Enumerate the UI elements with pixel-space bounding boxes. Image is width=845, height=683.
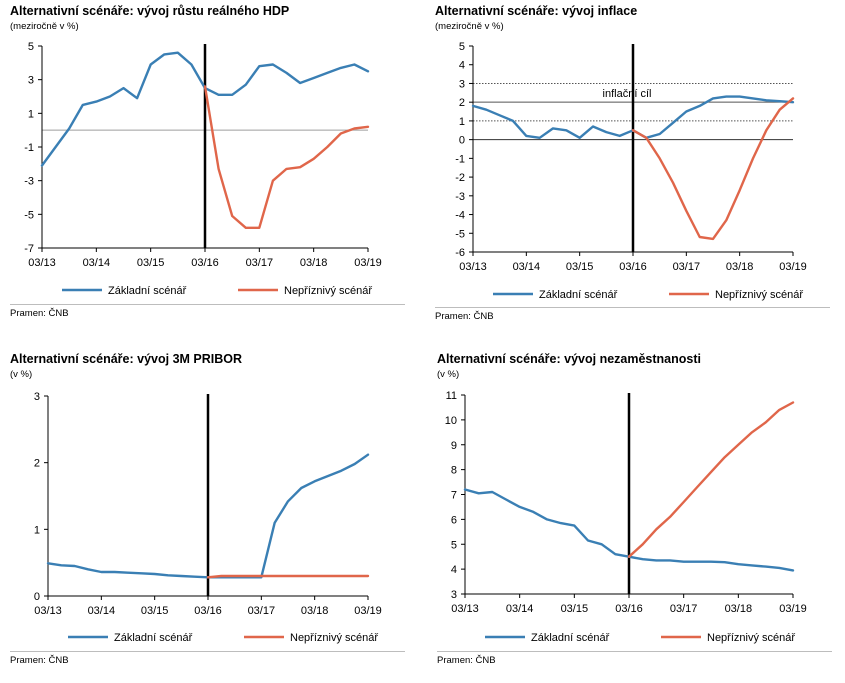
y-tick-label: 11 <box>446 390 457 402</box>
series-line-adverse <box>627 401 795 558</box>
y-tick-label: -5 <box>24 209 34 221</box>
legend-label-baseline: Základní scénář <box>108 285 187 297</box>
chart-title: Alternativní scénáře: vývoj 3M PRIBOR <box>10 352 243 366</box>
y-tick-label: 2 <box>459 97 465 109</box>
x-tick-label: 03/13 <box>34 605 62 617</box>
series-line-adverse <box>631 97 795 241</box>
legend-label-adverse: Nepříznivý scénář <box>707 632 795 644</box>
x-tick-label: 03/19 <box>779 603 807 615</box>
x-tick-label: 03/18 <box>301 605 329 617</box>
y-tick-label: -3 <box>24 176 34 188</box>
y-tick-label: 2 <box>34 458 40 470</box>
y-tick-label: -3 <box>455 191 465 203</box>
series-line-adverse <box>206 574 370 579</box>
x-tick-label: 03/16 <box>194 605 222 617</box>
unit-label: (v %) <box>437 369 460 380</box>
x-tick-label: 03/19 <box>779 261 807 273</box>
source-label: Pramen: ČNB <box>10 308 69 319</box>
source-label: Pramen: ČNB <box>435 311 494 322</box>
y-tick-label: 5 <box>451 539 457 551</box>
x-tick-label: 03/15 <box>566 261 594 273</box>
y-tick-label: -6 <box>455 247 465 259</box>
source-label: Pramen: ČNB <box>10 655 69 666</box>
panel-gdp: Alternativní scénáře: vývoj růstu reálné… <box>0 0 420 330</box>
series-line-adverse <box>203 85 370 229</box>
y-tick-label: 4 <box>459 60 465 72</box>
panel-inflation: Alternativní scénáře: vývoj inflace (mez… <box>425 0 845 330</box>
x-tick-label: 03/14 <box>513 261 541 273</box>
x-tick-label: 03/16 <box>615 603 643 615</box>
y-tick-label: 1 <box>34 524 40 536</box>
legend-label-baseline: Základní scénář <box>531 632 610 644</box>
y-tick-label: 0 <box>34 591 40 603</box>
y-tick-label: 7 <box>451 490 457 502</box>
y-tick-label: 3 <box>28 75 34 87</box>
y-tick-label: 8 <box>451 465 457 477</box>
unit-label: (meziročně v %) <box>10 21 79 32</box>
x-tick-label: 03/16 <box>619 261 647 273</box>
panel-pribor: Alternativní scénáře: vývoj 3M PRIBOR (v… <box>0 345 420 683</box>
y-tick-label: 3 <box>451 589 457 601</box>
x-tick-label: 03/13 <box>451 603 479 615</box>
legend-label-adverse: Nepříznivý scénář <box>284 285 372 297</box>
x-tick-label: 03/17 <box>248 605 276 617</box>
x-tick-label: 03/13 <box>28 257 56 269</box>
x-tick-label: 03/13 <box>459 261 487 273</box>
divider-line <box>435 307 830 308</box>
x-tick-label: 03/19 <box>354 257 382 269</box>
x-tick-label: 03/16 <box>191 257 219 269</box>
y-tick-label: -2 <box>455 172 465 184</box>
y-tick-label: 4 <box>451 564 457 576</box>
chart-unemployment: 3 4 5 6 7 8 9 10 11 03/13 03/14 03/15 03/16 03/17 03/1… <box>445 390 807 644</box>
x-tick-label: 03/17 <box>670 603 698 615</box>
x-tick-label: 03/15 <box>561 603 589 615</box>
y-tick-label: -1 <box>455 153 465 165</box>
chart-title: Alternativní scénáře: vývoj růstu reálné… <box>10 4 290 18</box>
y-tick-label: -5 <box>455 228 465 240</box>
divider-line <box>10 651 405 652</box>
x-tick-label: 03/14 <box>506 603 534 615</box>
legend-label-baseline: Základní scénář <box>539 289 618 301</box>
y-tick-label: -1 <box>24 142 34 154</box>
divider-line <box>10 304 405 305</box>
divider-line <box>437 651 832 652</box>
y-tick-label: 1 <box>459 116 465 128</box>
chart-gdp: -7 -5 -3 -1 1 3 5 03/13 03/14 03/15 03/16 03/17 03/1… <box>24 41 382 297</box>
x-tick-label: 03/15 <box>137 257 165 269</box>
source-label: Pramen: ČNB <box>437 655 496 666</box>
chart-pribor: 0 1 2 3 03/13 03/14 03/15 03/16 03/17 03/18 03/19 Z… <box>34 391 382 644</box>
y-tick-label: 0 <box>459 135 465 147</box>
y-tick-label: 1 <box>28 108 34 120</box>
panel-unemployment: Alternativní scénáře: vývoj nezaměstnano… <box>425 345 845 683</box>
x-tick-label: 03/14 <box>83 257 111 269</box>
y-tick-label: 5 <box>459 41 465 53</box>
chart-title: Alternativní scénáře: vývoj inflace <box>435 4 638 18</box>
x-tick-label: 03/18 <box>725 603 753 615</box>
y-tick-label: 10 <box>445 415 457 427</box>
y-tick-label: -4 <box>455 210 465 222</box>
y-tick-label: 9 <box>451 440 457 452</box>
y-tick-label: 3 <box>459 78 465 90</box>
unit-label: (v %) <box>10 369 33 380</box>
chart-title: Alternativní scénáře: vývoj nezaměstnano… <box>437 352 701 366</box>
chart-inflation: inflační cíl -6 -5 -4 -3 -2 -1 0 1 2 3 4 5 03/13 03/14… <box>455 41 807 301</box>
unit-label: (meziročně v %) <box>435 21 504 32</box>
x-tick-label: 03/18 <box>300 257 328 269</box>
legend-label-adverse: Nepříznivý scénář <box>290 632 378 644</box>
x-tick-label: 03/18 <box>726 261 754 273</box>
x-tick-label: 03/15 <box>141 605 169 617</box>
y-tick-label: 6 <box>451 514 457 526</box>
legend-label-baseline: Základní scénář <box>114 632 193 644</box>
target-label: inflační cíl <box>603 88 652 100</box>
legend-label-adverse: Nepříznivý scénář <box>715 289 803 301</box>
x-tick-label: 03/17 <box>246 257 274 269</box>
x-tick-label: 03/17 <box>673 261 701 273</box>
y-tick-label: 5 <box>28 41 34 53</box>
x-tick-label: 03/14 <box>88 605 116 617</box>
y-tick-label: 3 <box>34 391 40 403</box>
x-tick-label: 03/19 <box>354 605 382 617</box>
y-tick-label: -7 <box>24 243 34 255</box>
